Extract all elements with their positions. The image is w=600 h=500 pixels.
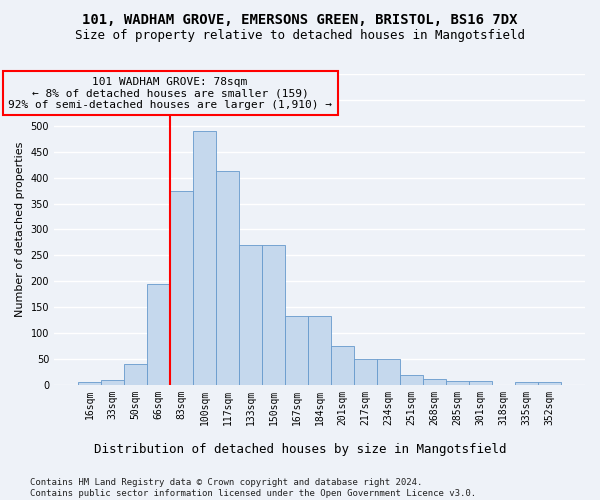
Bar <box>262 245 285 385</box>
Text: Distribution of detached houses by size in Mangotsfield: Distribution of detached houses by size … <box>94 442 506 456</box>
Bar <box>354 359 377 385</box>
Bar <box>239 245 262 385</box>
Bar <box>193 131 216 385</box>
Bar <box>170 190 193 385</box>
Y-axis label: Number of detached properties: Number of detached properties <box>15 142 25 317</box>
Bar <box>538 382 561 385</box>
Bar <box>216 172 239 385</box>
Bar <box>124 364 147 385</box>
Bar <box>101 380 124 385</box>
Text: Size of property relative to detached houses in Mangotsfield: Size of property relative to detached ho… <box>75 29 525 42</box>
Bar <box>469 382 492 385</box>
Bar <box>423 378 446 385</box>
Bar <box>377 359 400 385</box>
Bar <box>78 382 101 385</box>
Bar <box>285 316 308 385</box>
Bar <box>446 380 469 385</box>
Text: Contains HM Land Registry data © Crown copyright and database right 2024.
Contai: Contains HM Land Registry data © Crown c… <box>30 478 476 498</box>
Bar <box>515 382 538 385</box>
Text: 101 WADHAM GROVE: 78sqm
← 8% of detached houses are smaller (159)
92% of semi-de: 101 WADHAM GROVE: 78sqm ← 8% of detached… <box>8 76 332 110</box>
Bar <box>331 346 354 385</box>
Bar <box>400 374 423 385</box>
Bar <box>147 284 170 385</box>
Text: 101, WADHAM GROVE, EMERSONS GREEN, BRISTOL, BS16 7DX: 101, WADHAM GROVE, EMERSONS GREEN, BRIST… <box>82 12 518 26</box>
Bar <box>308 316 331 385</box>
